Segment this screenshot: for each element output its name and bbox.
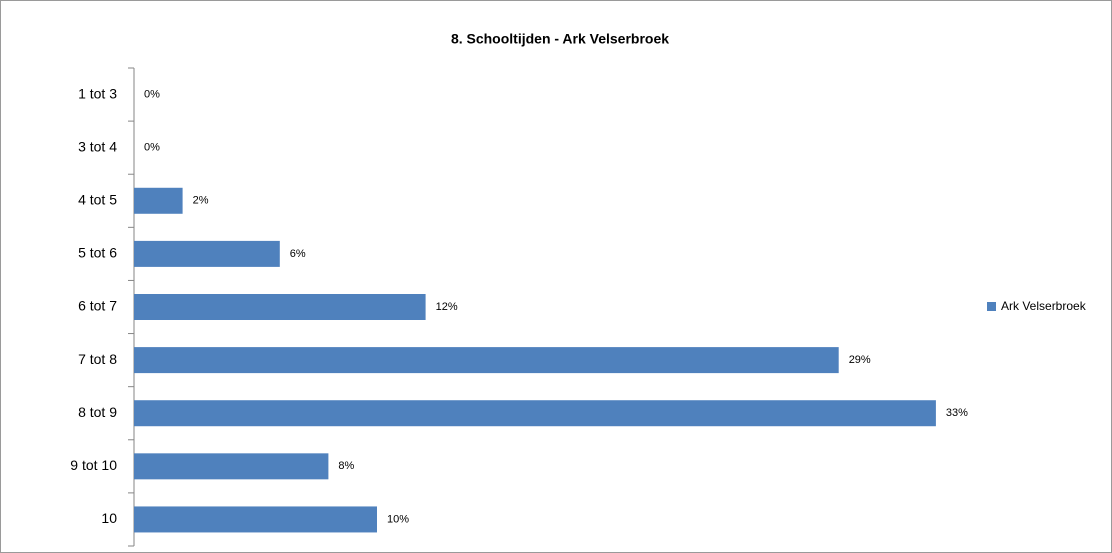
data-label: 0% — [144, 88, 160, 100]
bar — [134, 506, 377, 533]
data-label: 6% — [290, 248, 306, 260]
bar — [134, 400, 936, 427]
data-label: 0% — [144, 142, 160, 154]
legend-swatch — [987, 302, 996, 311]
legend-label: Ark Velserbroek — [1001, 299, 1087, 313]
y-tick-label: 8 tot 9 — [78, 404, 117, 420]
data-label: 29% — [849, 354, 871, 366]
data-label: 8% — [338, 460, 354, 472]
y-tick-label: 1 tot 3 — [78, 85, 117, 101]
data-label: 12% — [436, 301, 458, 313]
data-label: 33% — [946, 407, 968, 419]
bar — [134, 240, 280, 267]
y-tick-label: 9 tot 10 — [70, 457, 117, 473]
y-tick-label: 6 tot 7 — [78, 298, 117, 314]
y-tick-label: 10 — [101, 510, 117, 526]
bar — [134, 294, 426, 320]
y-tick-label: 5 tot 6 — [78, 245, 117, 261]
data-label: 10% — [387, 513, 409, 525]
y-tick-label: 4 tot 5 — [78, 191, 117, 207]
bar — [134, 187, 183, 214]
data-label: 2% — [193, 195, 209, 207]
y-tick-label: 7 tot 8 — [78, 351, 117, 367]
bar — [134, 347, 839, 374]
chart-title: 8. Schooltijden - Ark Velserbroek — [451, 31, 669, 47]
y-tick-label: 3 tot 4 — [78, 138, 117, 154]
bar — [134, 453, 329, 480]
